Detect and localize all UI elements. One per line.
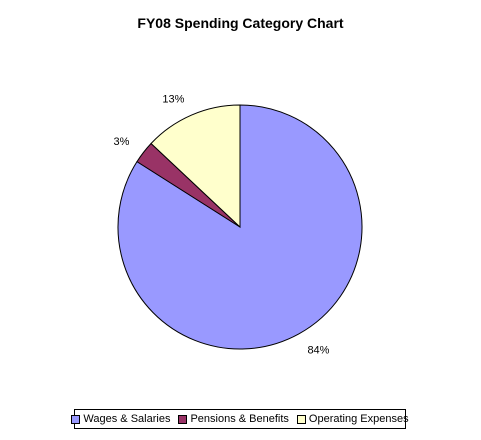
pie-chart: 84% 3% 13%	[113, 94, 363, 357]
legend-label-pensions: Pensions & Benefits	[190, 413, 289, 425]
pie-slice-operating	[150, 104, 241, 229]
pie-label-wages: 84%	[307, 345, 329, 357]
chart-title: FY08 Spending Category Chart	[137, 15, 344, 31]
legend-label-wages: Wages & Salaries	[83, 413, 171, 425]
legend-swatch-operating	[296, 414, 306, 424]
chart-legend: Wages & Salaries Pensions & Benefits Ope…	[71, 409, 409, 429]
legend-label-operating: Operating Expenses	[308, 413, 409, 425]
legend-swatch-pensions	[178, 414, 188, 424]
legend-item-operating: Operating Expenses	[296, 413, 409, 425]
pie-label-pensions: 3%	[113, 136, 129, 148]
legend-item-pensions: Pensions & Benefits	[178, 413, 289, 425]
pie-label-operating: 13%	[162, 94, 184, 106]
legend-swatch-wages	[71, 414, 81, 424]
legend-item-wages: Wages & Salaries	[71, 413, 170, 425]
